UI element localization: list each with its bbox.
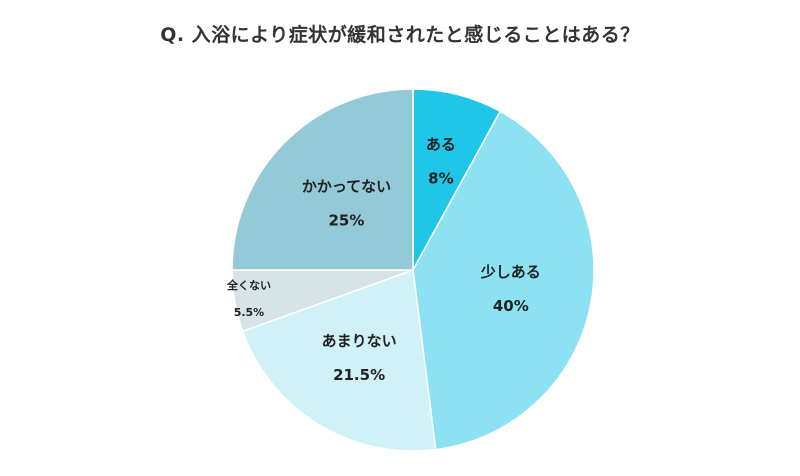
pie-labels: ある 8% 少しある 40% あまりない 21.5% 全くない 5.5% かかってない 25% (226, 136, 541, 385)
pie-slice (231, 88, 414, 271)
slice-label: 少しある (480, 263, 541, 281)
slice-label: ある (426, 136, 456, 154)
slice-label: 全くない (226, 278, 271, 292)
slice-value-label: 8% (428, 170, 453, 188)
pie-slice (412, 88, 502, 271)
pie-slice (412, 110, 595, 451)
pie-slice (241, 268, 437, 452)
slice-value-label: 5.5% (234, 306, 265, 319)
slice-label: あまりない (322, 332, 397, 350)
pie-slices (231, 88, 595, 452)
slice-value-label: 25% (328, 212, 364, 230)
slice-value-label: 40% (493, 297, 529, 315)
slice-label: かかってない (302, 178, 391, 196)
slice-value-label: 21.5% (333, 366, 385, 384)
chart-title: Q. 入浴により症状が緩和されたと感じることはある？ (160, 24, 640, 46)
